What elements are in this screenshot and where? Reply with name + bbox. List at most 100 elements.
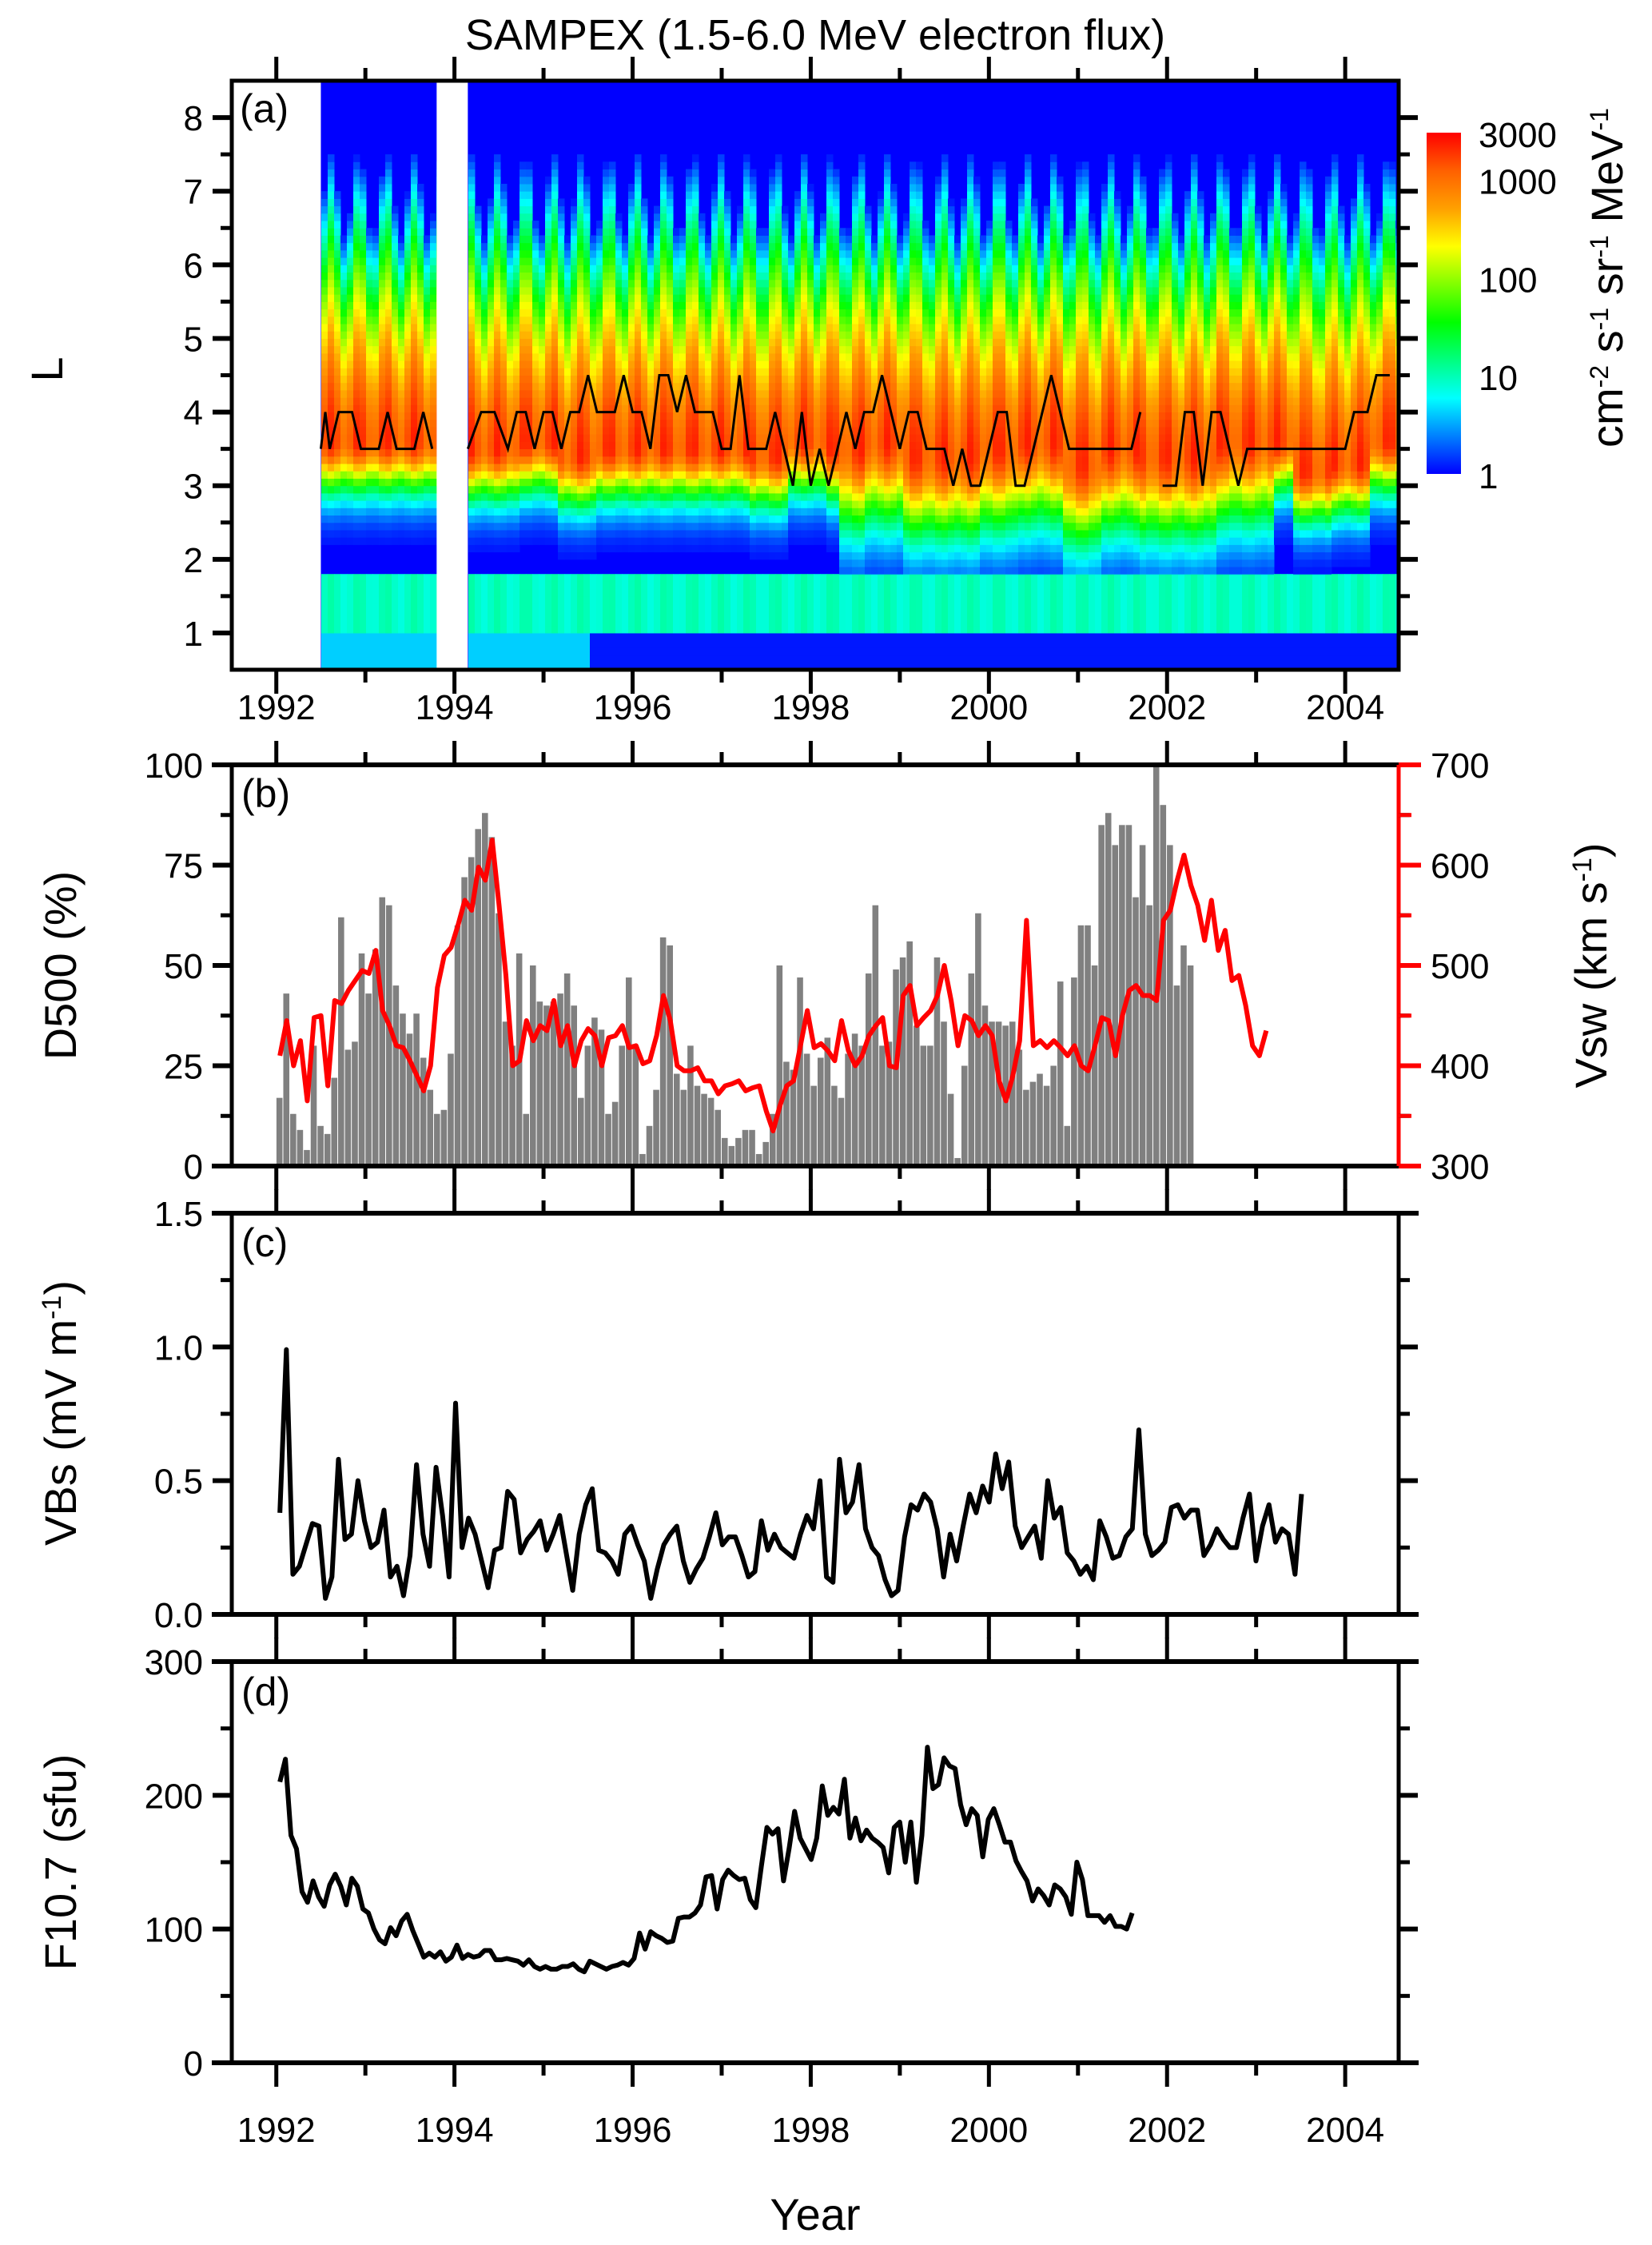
- heatmap-column: [910, 161, 917, 670]
- heatmap-column: [705, 235, 712, 670]
- d500-bar: [605, 1113, 611, 1166]
- d500-bar: [673, 1073, 680, 1166]
- heatmap-column: [1121, 235, 1128, 670]
- d500-bar: [790, 1069, 797, 1166]
- heatmap-column: [1172, 213, 1179, 670]
- heatmap-column: [647, 235, 655, 670]
- chart-title: SAMPEX (1.5-6.0 MeV electron flux): [465, 11, 1165, 59]
- heatmap-column: [890, 183, 898, 670]
- ylabel-text: VBs (mV m: [35, 1320, 86, 1546]
- d500-bar: [543, 1005, 550, 1166]
- heatmap-column: [513, 221, 520, 670]
- d500-bar: [406, 1033, 413, 1166]
- d500-bar: [981, 1005, 989, 1166]
- heatmap-column: [347, 213, 354, 670]
- heatmap-column: [986, 221, 993, 670]
- y-tick-label: 75: [164, 847, 203, 886]
- d500-bar: [304, 1149, 310, 1166]
- y2-tick-label: 600: [1431, 847, 1489, 886]
- heatmap-column: [1312, 228, 1320, 670]
- d500-bar: [1077, 925, 1085, 1166]
- colorbar-label-exponent: -1: [1585, 235, 1614, 257]
- heatmap-column: [961, 198, 968, 670]
- panel-c-y-axis: 0.0 0.5 1.0 1.5: [154, 1195, 1418, 1635]
- colorbar-label-exponent: -2: [1585, 365, 1614, 388]
- heatmap-column: [948, 198, 955, 670]
- heatmap-column: [615, 213, 623, 670]
- heatmap-column: [545, 176, 552, 670]
- d500-bar: [989, 1021, 995, 1166]
- d500-bar: [1152, 765, 1160, 1166]
- x-tick-label: 1996: [594, 2111, 672, 2150]
- d500-bar: [584, 1045, 591, 1166]
- d500-bar: [1112, 845, 1119, 1166]
- x-tick-label: 2000: [949, 2111, 1028, 2150]
- d500-bar: [667, 945, 673, 1166]
- x-tick-label: 1998: [771, 688, 850, 727]
- d500-bar: [591, 1017, 598, 1166]
- heatmap-column: [922, 221, 929, 670]
- d500-bar: [625, 977, 632, 1166]
- heatmap-column: [1127, 205, 1134, 670]
- heatmap-column: [699, 213, 706, 670]
- d500-bar: [427, 1089, 434, 1166]
- d500-bar: [448, 1053, 454, 1166]
- d500-bar: [392, 985, 400, 1166]
- y2-tick-label: 400: [1431, 1048, 1489, 1087]
- heatmap-column: [929, 235, 936, 670]
- heatmap-column: [1101, 183, 1109, 670]
- heatmap-column: [1146, 228, 1153, 670]
- d500-bar: [1167, 845, 1173, 1166]
- y-tick-label: 0.0: [154, 1596, 203, 1635]
- heatmap-column: [788, 235, 795, 670]
- heatmap-column: [635, 154, 642, 670]
- heatmap-column: [1300, 161, 1307, 670]
- d500-bar: [502, 1021, 509, 1166]
- heatmap-column: [954, 235, 961, 670]
- heatmap-column: [1351, 198, 1358, 670]
- d500-bar: [749, 1129, 755, 1166]
- x-tick-label: 1992: [237, 688, 316, 727]
- d500-bar: [434, 1113, 440, 1166]
- d500-bar: [283, 993, 290, 1166]
- d500-bar: [865, 973, 872, 1166]
- x-tick-label: 2000: [949, 688, 1028, 727]
- y2-tick-label: 500: [1431, 947, 1489, 986]
- heatmap-column: [411, 154, 418, 670]
- heatmap-column: [430, 213, 437, 670]
- heatmap-column: [750, 169, 757, 670]
- d500-bar: [1139, 845, 1146, 1166]
- d500-bar: [1029, 1081, 1037, 1166]
- d500-bar: [933, 957, 941, 1166]
- d500-bar: [797, 977, 803, 1166]
- heatmap-column: [884, 154, 891, 670]
- d500-bar: [400, 1013, 406, 1166]
- panel-a-label: (a): [240, 86, 289, 131]
- d500-bar: [1037, 1073, 1043, 1166]
- d500-bar: [646, 1125, 653, 1166]
- d500-bar: [488, 837, 496, 1166]
- flux-heatmap: [232, 81, 1399, 670]
- d500-bar: [920, 1045, 927, 1166]
- d500-bar: [550, 1001, 557, 1166]
- heatmap-column: [1140, 176, 1147, 670]
- y2-tick-label: 300: [1431, 1148, 1489, 1187]
- d500-bar: [653, 1089, 659, 1166]
- y-tick-label: 0: [184, 2044, 203, 2084]
- heatmap-column: [756, 228, 763, 670]
- d500-bar: [611, 1101, 619, 1166]
- heatmap-column: [507, 235, 514, 670]
- y-tick-label: 200: [145, 1777, 203, 1816]
- heatmap-column: [1229, 228, 1236, 670]
- d500-bar: [968, 973, 975, 1166]
- heatmap-column: [628, 183, 635, 670]
- panel-b-x-axis: [274, 741, 1347, 1190]
- heatmap-column: [385, 154, 392, 670]
- heatmap-column: [1248, 154, 1256, 670]
- d500-bar: [496, 913, 502, 1166]
- heatmap-column: [1383, 161, 1390, 670]
- heatmap-column: [794, 191, 802, 670]
- d500-bar: [358, 953, 365, 1166]
- d500-bar: [687, 1045, 694, 1166]
- d500-bar: [851, 1033, 858, 1166]
